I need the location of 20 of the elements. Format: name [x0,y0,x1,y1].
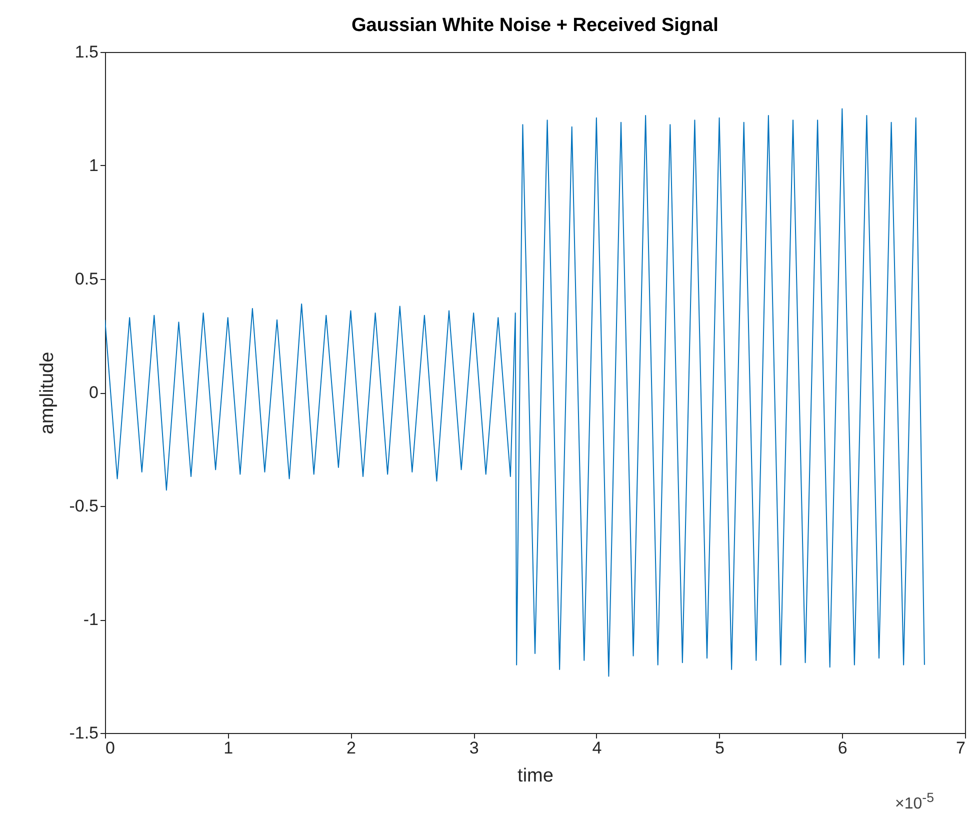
y-tick-label: 1 [89,156,98,175]
text: ×10$^{-5}$ [895,790,934,814]
x-tick-label: 1 [224,738,234,758]
y-tick-label: -0.5 [69,496,98,516]
y-tick-label: -1.5 [69,724,98,742]
x-tick-label: 3 [469,738,479,758]
x-tick-label: 4 [592,738,602,758]
x-tick-label: 5 [715,738,725,758]
x-tick-label: 2 [346,738,356,758]
x-axis-title: time [518,766,554,786]
x-tick-label: 6 [838,738,848,758]
y-tick-label: 1.5 [74,42,98,62]
x-tick-label: 7 [956,738,966,758]
x-tick-label: 0 [106,738,115,758]
y-tick-label: 0.5 [74,270,98,288]
line-series [105,108,925,677]
y-tick-label: 0 [89,383,98,402]
y-tick-label: -1 [83,610,98,629]
y-axis-title: amplitude [37,352,58,434]
chart-title: Gaussian White Noise + Received Signal [352,15,718,36]
